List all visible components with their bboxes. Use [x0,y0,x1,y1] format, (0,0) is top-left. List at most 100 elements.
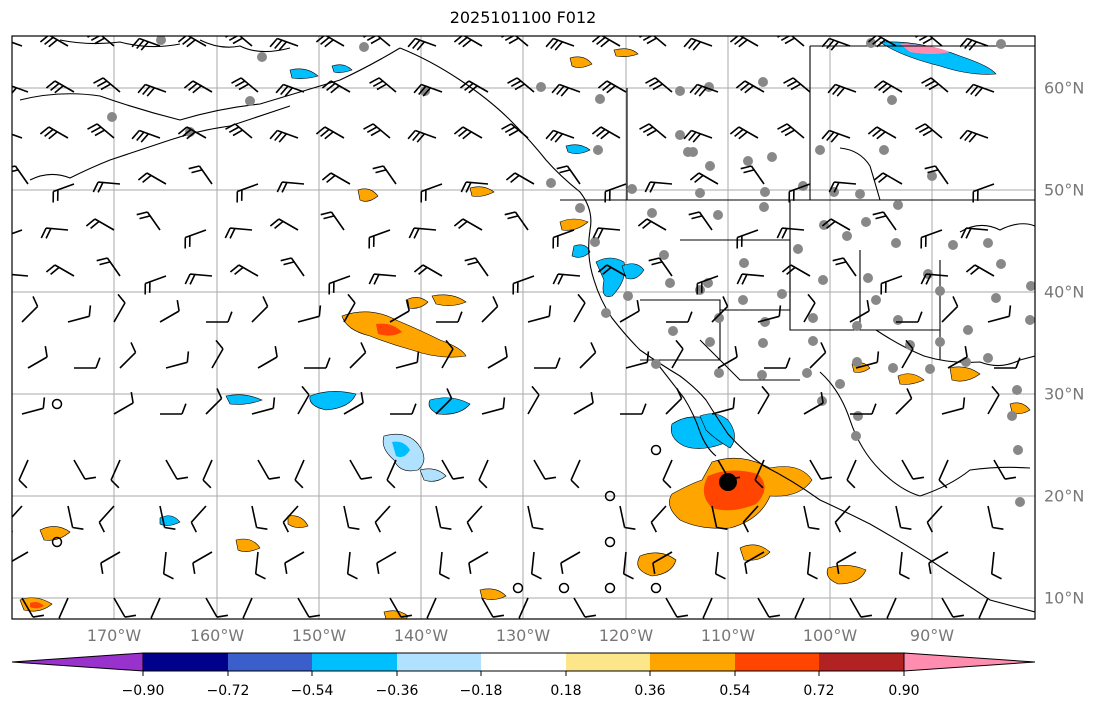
wind-barb [346,551,358,580]
wind-barb [280,257,305,277]
wind-barb [420,183,443,203]
wind-barb [972,183,995,203]
colorbar-tick: 0.72 [803,683,835,699]
wind-barb [834,505,851,533]
wind-barb [504,211,529,231]
wind-barb [229,264,259,277]
wind-barb [895,505,912,530]
colorbar-tick: −0.54 [290,683,334,699]
wind-barb [530,551,542,580]
wind-barb [96,257,121,277]
wind-barb [39,126,69,140]
colorbar-tick: −0.18 [459,683,503,699]
wind-barb [254,551,266,580]
wind-barb [604,183,627,203]
wind-barb [993,459,1017,480]
wind-barb [162,551,174,580]
wind-barb [276,181,305,193]
wind-barb [282,505,299,533]
calm-circles [51,398,662,594]
wind-barb [464,257,489,277]
wind-barb [637,218,667,231]
wind-barb [850,403,877,415]
wind-barb [453,218,483,231]
wind-barb [867,36,897,48]
wind-barb [560,551,581,575]
wind-barb [438,551,450,580]
wind-barb [880,275,903,295]
wind-barb [665,597,689,618]
wind-barb [941,296,959,323]
wind-barb [987,505,1004,530]
wind-barb [40,227,69,239]
wind-barb [110,459,121,489]
wind-barb [788,183,811,203]
wind-barb [58,597,69,619]
lon-label-170w: 170°W [86,626,142,645]
wind-barb [328,275,351,295]
wind-barb [803,505,820,530]
wind-barb [87,36,115,47]
wind-barb [821,129,851,143]
wind-barb [901,339,914,369]
wind-barb [806,551,818,580]
wind-barb [12,165,29,185]
coastlines [19,39,1035,613]
wind-barb [12,229,23,235]
wind-barb [413,83,443,97]
wind-barb [821,37,851,51]
wind-barb [994,357,1021,369]
wind-barb [921,77,949,93]
colorbar-tick: 0.90 [888,683,920,699]
wind-barb [689,83,719,97]
wind-barb [622,551,634,580]
wind-barb [251,397,276,415]
wind-barb [368,273,397,285]
wind-barb [783,77,811,93]
lat-label-50n: 50°N [1044,180,1085,200]
wind-barb [901,459,925,480]
wind-barb [742,505,759,533]
wind-barb [363,123,391,139]
wind-barb [211,339,224,369]
wind-barb [224,227,253,239]
wind-barb [297,385,310,415]
wind-barb [12,505,23,533]
wind-barb [460,181,489,193]
wind-barb [202,459,213,489]
wind-barb [987,305,1012,323]
wind-barb [809,459,833,480]
wind-barb [206,311,233,323]
wind-barb [736,229,759,249]
wind-barb [92,181,121,193]
wind-barb [481,296,499,323]
wind-barb [781,264,811,277]
wind-barb [242,597,253,619]
wind-barb [136,211,161,231]
wind-barb [579,342,597,369]
wind-barb [683,37,713,51]
wind-barb [959,129,989,143]
wind-barb [481,597,505,618]
wind-barb [648,257,673,277]
wind-barb [591,126,621,140]
wind-barb [886,597,897,619]
wind-barb [518,597,529,619]
wind-barb [757,305,782,323]
map-frame [11,35,1036,620]
wind-barb [363,36,391,47]
wind-barb [251,505,268,530]
wind-barb [556,165,581,185]
wind-barb [828,181,857,193]
wind-barb [18,459,29,489]
wind-barb [591,36,621,48]
wind-barb [297,305,322,323]
wind-barb [21,397,46,415]
wind-barb [873,80,903,94]
wind-barb [920,229,943,249]
wind-barb [551,83,581,97]
wind-barb [478,459,489,489]
lat-label-40n: 40°N [1044,282,1085,302]
wind-barb [45,264,75,277]
